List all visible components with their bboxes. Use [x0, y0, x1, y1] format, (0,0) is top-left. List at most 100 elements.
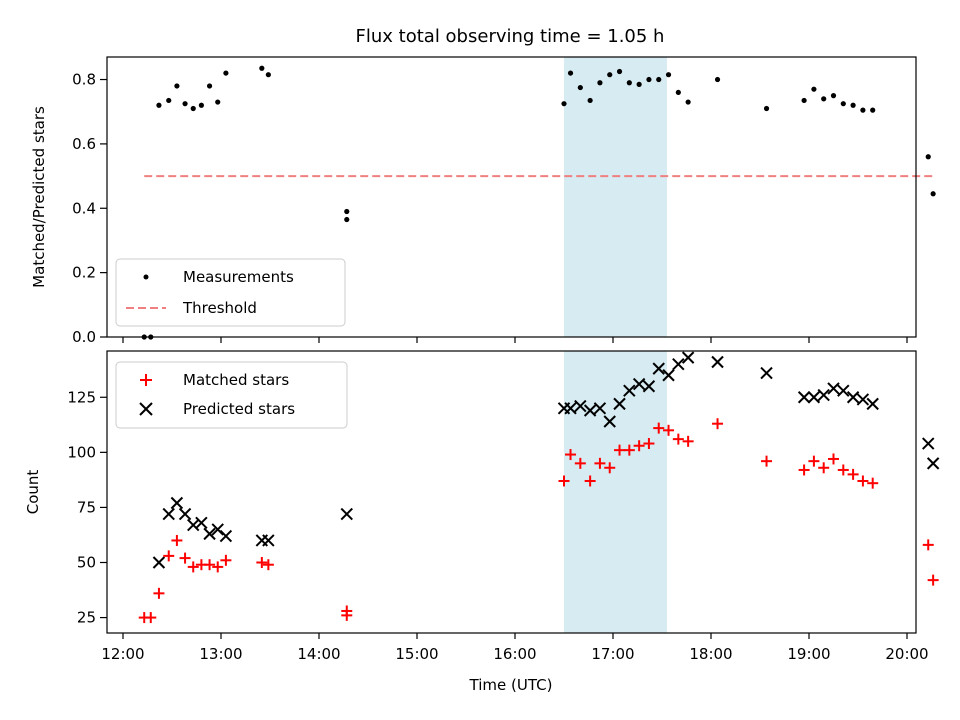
- matched-star-point: [643, 438, 655, 450]
- matched-star-point: [837, 464, 849, 476]
- measurement-point: [206, 83, 213, 89]
- predicted-star-point: [219, 529, 233, 543]
- measurement-point: [763, 105, 770, 112]
- measurement-point: [850, 102, 856, 108]
- matched-star-point: [145, 612, 157, 624]
- measurement-point: [636, 81, 642, 87]
- predicted-star-point: [162, 507, 175, 521]
- matched-star-point: [179, 552, 191, 564]
- x-tick-label: 15:00: [395, 645, 438, 663]
- predicted-star-point: [642, 380, 656, 393]
- matched-star-point: [663, 424, 675, 436]
- matched-star-point: [341, 609, 353, 621]
- measurement-point: [616, 68, 623, 75]
- legend-predicted-label: Predicted stars: [183, 400, 295, 418]
- matched-star-point: [262, 559, 274, 571]
- measurement-point: [607, 72, 613, 78]
- matched-star-point: [653, 422, 665, 434]
- x-tick-label: 17:00: [591, 645, 634, 663]
- top-y-axis-label: Matched/Predicted stars: [30, 106, 48, 288]
- measurement-point: [665, 72, 672, 78]
- measurement-point: [830, 93, 837, 99]
- predicted-star-point: [807, 391, 821, 404]
- legend-predicted-marker: [139, 402, 153, 416]
- predicted-star-point: [652, 362, 665, 375]
- matched-star-point: [614, 444, 626, 456]
- measurement-point: [198, 102, 204, 108]
- matched-star-point: [212, 561, 224, 573]
- bottom-y-tick-label: 25: [77, 609, 96, 627]
- matched-star-point: [594, 457, 606, 469]
- measurement-point: [870, 107, 876, 113]
- measurement-point: [190, 105, 196, 112]
- predicted-star-point: [178, 507, 192, 521]
- matched-star-point: [574, 457, 586, 469]
- matched-star-point: [867, 477, 879, 489]
- bottom-y-tick-label: 125: [67, 388, 96, 406]
- measurement-point: [223, 70, 229, 76]
- measurement-point: [821, 96, 827, 102]
- matched-star-point: [682, 435, 694, 447]
- x-axis-label: Time (UTC): [469, 676, 553, 694]
- top-legend: Measurements Threshold: [115, 258, 346, 327]
- legend-threshold-label: Threshold: [182, 299, 257, 317]
- bottom-legend: Matched stars Predicted stars: [115, 361, 348, 429]
- matched-star-point: [204, 559, 216, 571]
- bottom-y-tick-label: 50: [77, 554, 96, 572]
- predicted-star-point: [922, 437, 935, 450]
- matched-star-point: [922, 539, 934, 551]
- measurement-point: [811, 86, 817, 92]
- measurement-point: [714, 76, 721, 83]
- measurement-point: [860, 107, 866, 113]
- matched-star-point: [256, 557, 268, 568]
- bottom-plot-frame: [106, 350, 917, 634]
- predicted-star-point: [195, 516, 208, 530]
- predicted-star-point: [797, 391, 811, 404]
- matched-star-point: [672, 433, 684, 445]
- matched-star-point: [857, 475, 869, 487]
- x-tick-label: 13:00: [199, 645, 242, 663]
- x-tick-label: 19:00: [787, 645, 830, 663]
- legend-measurements-label: Measurements: [183, 268, 294, 286]
- predicted-star-point: [623, 384, 636, 397]
- matched-star-point: [171, 534, 183, 546]
- predicted-star-point: [564, 402, 577, 415]
- matched-star-point: [633, 440, 645, 452]
- measurement-point: [344, 208, 350, 215]
- matched-star-point: [220, 554, 232, 566]
- matched-star-point: [828, 453, 839, 465]
- measurement-point: [597, 80, 603, 86]
- bottom-y-axis-label: Count: [24, 470, 42, 515]
- measurement-point: [577, 84, 583, 91]
- x-tick-label: 14:00: [297, 645, 340, 663]
- top-shaded-interval: [564, 57, 667, 337]
- matched-star-point: [623, 444, 635, 456]
- measurement-point: [215, 99, 221, 105]
- legend-measurements-marker: [143, 274, 149, 280]
- top-y-tick-label: 0.4: [72, 199, 96, 217]
- measurement-point: [587, 97, 593, 104]
- predicted-star-point: [583, 404, 597, 417]
- measurement-point: [567, 70, 574, 76]
- matched-star-point: [818, 462, 830, 474]
- predicted-star-point: [711, 355, 724, 369]
- top-legend-box: [115, 258, 346, 327]
- measurement-point: [930, 191, 936, 197]
- predicted-star-point: [262, 534, 275, 547]
- predicted-star-point: [926, 457, 940, 470]
- matched-star-point: [584, 475, 596, 487]
- matched-star-point: [808, 455, 820, 467]
- matched-star-point: [604, 462, 616, 474]
- top-y-tick-label: 0.8: [72, 71, 96, 89]
- measurement-point: [646, 76, 652, 83]
- measurement-point: [182, 101, 188, 107]
- predicted-star-point: [837, 384, 850, 397]
- matched-star-point: [712, 418, 724, 430]
- measurement-point: [801, 97, 807, 104]
- predicted-star-point: [760, 366, 773, 380]
- matched-star-point: [153, 587, 165, 599]
- measurement-point: [925, 154, 931, 160]
- top-y-tick-label: 0.2: [72, 264, 96, 282]
